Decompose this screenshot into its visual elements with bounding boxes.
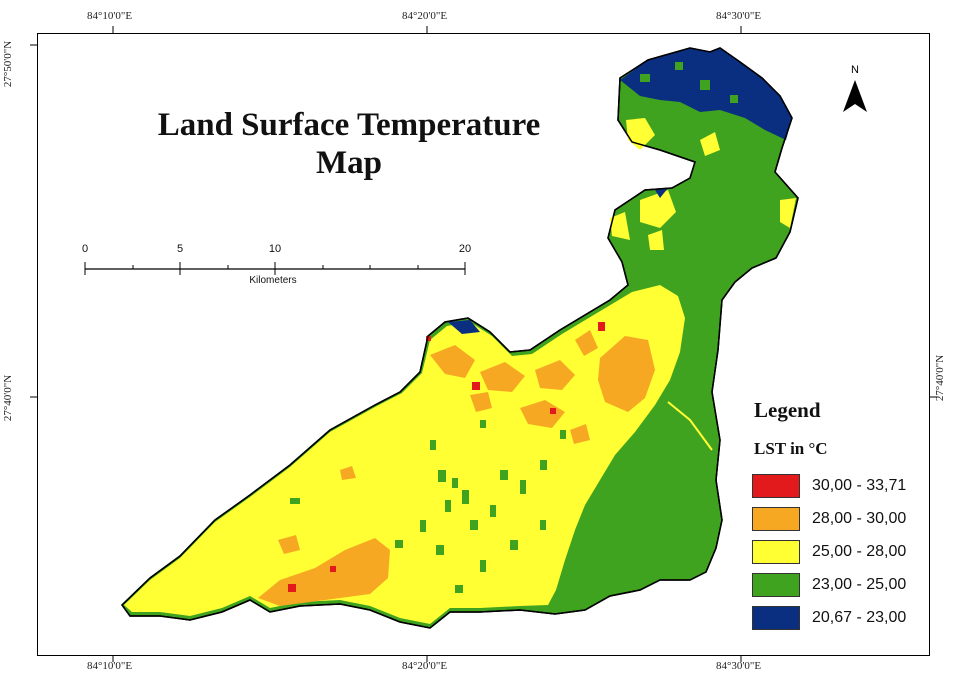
top-longitude-label: 84°30'0"E	[716, 10, 762, 22]
legend-item: 20,67 - 23,00	[752, 601, 922, 634]
warm-zone-yellow	[648, 230, 664, 250]
legend-item: 30,00 - 33,71	[752, 469, 922, 502]
legend-item: 23,00 - 25,00	[752, 568, 922, 601]
warm-zone-yellow	[780, 198, 796, 228]
bottom-longitude-label: 84°30'0"E	[716, 660, 762, 672]
river-line	[667, 401, 713, 451]
legend-swatch	[752, 572, 800, 597]
district-outline	[121, 47, 799, 629]
cold-zone-blue	[448, 320, 480, 334]
map-title: Land Surface Temperature Map	[118, 106, 580, 182]
cool-patches-green	[640, 62, 738, 103]
scale-ruler	[84, 262, 466, 275]
legend-subtitle: LST in °C	[754, 439, 828, 458]
cool-patches-green	[290, 420, 566, 593]
map-title-line2: Map	[316, 145, 382, 181]
cold-zone-blue	[655, 188, 668, 198]
north-arrow-icon	[843, 80, 867, 112]
north-arrow: N	[840, 64, 870, 124]
top-longitude-label: 84°10'0"E	[87, 10, 133, 22]
scale-unit: Kilometers	[249, 275, 297, 286]
north-label: N	[851, 64, 859, 76]
legend-label: 30,00 - 33,71	[812, 476, 907, 494]
scale-label: 20	[458, 243, 472, 255]
warm-zone-yellow	[610, 212, 630, 240]
legend-swatch	[752, 473, 800, 498]
graticule-ticks	[30, 26, 937, 662]
bottom-longitude-label: 84°20'0"E	[402, 660, 448, 672]
legend-label: 20,67 - 23,00	[812, 608, 907, 626]
warm-zone-yellow	[640, 190, 676, 228]
legend-title: Legend	[754, 398, 821, 422]
scale-label: 10	[268, 243, 282, 255]
map-title-line1: Land Surface Temperature	[157, 107, 541, 143]
bottom-longitude-label: 84°10'0"E	[87, 660, 133, 672]
cold-zone-blue	[620, 48, 792, 140]
scale-bar: 0 5 10 20 Kilometers	[78, 243, 478, 288]
legend-item: 28,00 - 30,00	[752, 502, 922, 535]
legend-label: 23,00 - 25,00	[812, 575, 907, 593]
scale-label: 0	[81, 243, 89, 255]
legend-label: 28,00 - 30,00	[812, 509, 907, 527]
legend-swatch	[752, 539, 800, 564]
legend-item: 25,00 - 28,00	[752, 535, 922, 568]
hotspots-red	[288, 322, 605, 592]
warm-zone-yellow	[700, 132, 720, 156]
hot-zones-orange	[258, 330, 655, 606]
legend-swatch	[752, 506, 800, 531]
top-longitude-label: 84°20'0"E	[402, 10, 448, 22]
legend-label: 25,00 - 28,00	[812, 542, 907, 560]
scale-label: 5	[176, 243, 184, 255]
legend-swatch	[752, 605, 800, 630]
legend: Legend LST in °C 30,00 - 33,71 28,00 - 3…	[752, 398, 922, 634]
